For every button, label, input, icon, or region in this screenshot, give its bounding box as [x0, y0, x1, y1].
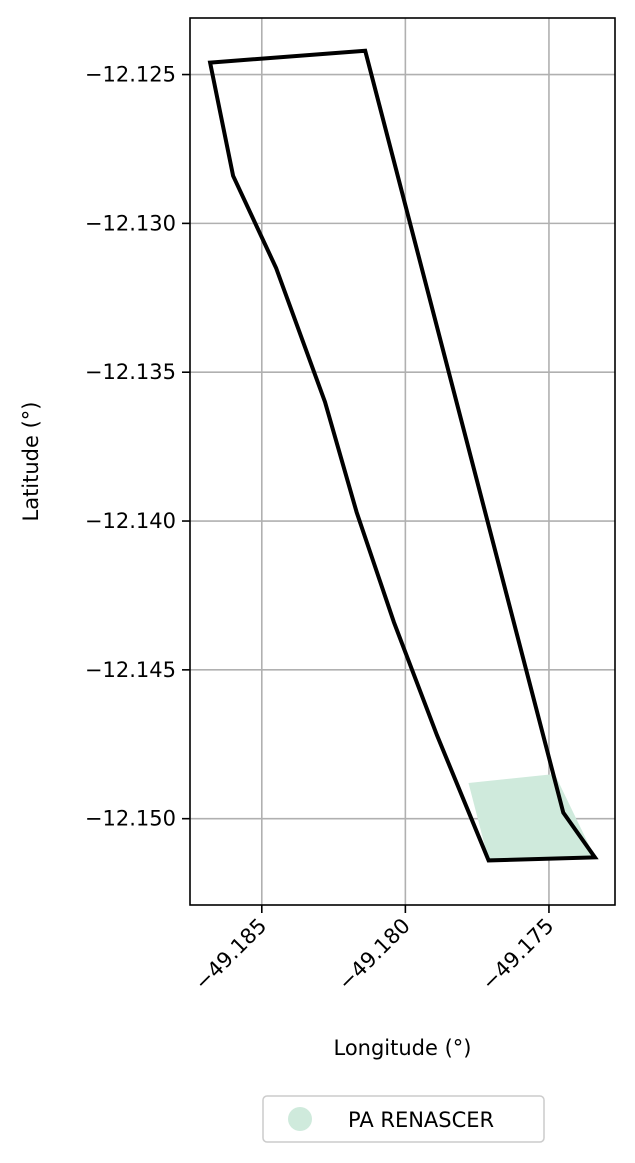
legend: PA RENASCER — [262, 1095, 545, 1143]
y-tick-label: −12.135 — [85, 360, 176, 384]
y-axis-label: Latitude (°) — [19, 402, 43, 522]
x-ticks: −49.185 −49.180 −49.175 — [190, 905, 558, 995]
boundary-outline — [207, 48, 599, 863]
x-tick-label: −49.180 — [334, 914, 415, 995]
y-tick-label: −12.150 — [85, 807, 176, 831]
y-tick-label: −12.140 — [85, 509, 176, 533]
boundary-layer — [207, 48, 599, 863]
x-tick-label: −49.175 — [477, 914, 558, 995]
y-tick-label: −12.145 — [85, 658, 176, 682]
y-ticks: −12.125 −12.130 −12.135 −12.140 −12.145 −12.1… — [85, 63, 190, 831]
x-tick-label: −49.185 — [190, 914, 271, 995]
grid-lines — [190, 18, 615, 905]
y-tick-label: −12.130 — [85, 211, 176, 235]
area-polygon — [468, 774, 595, 861]
legend-label: PA RENASCER — [348, 1108, 494, 1132]
plot-frame — [189, 17, 616, 906]
x-axis-label: Longitude (°) — [333, 1036, 471, 1060]
legend-marker — [288, 1107, 312, 1131]
legend-box — [262, 1095, 545, 1143]
map-layers — [468, 774, 595, 861]
y-tick-label: −12.125 — [85, 63, 176, 87]
